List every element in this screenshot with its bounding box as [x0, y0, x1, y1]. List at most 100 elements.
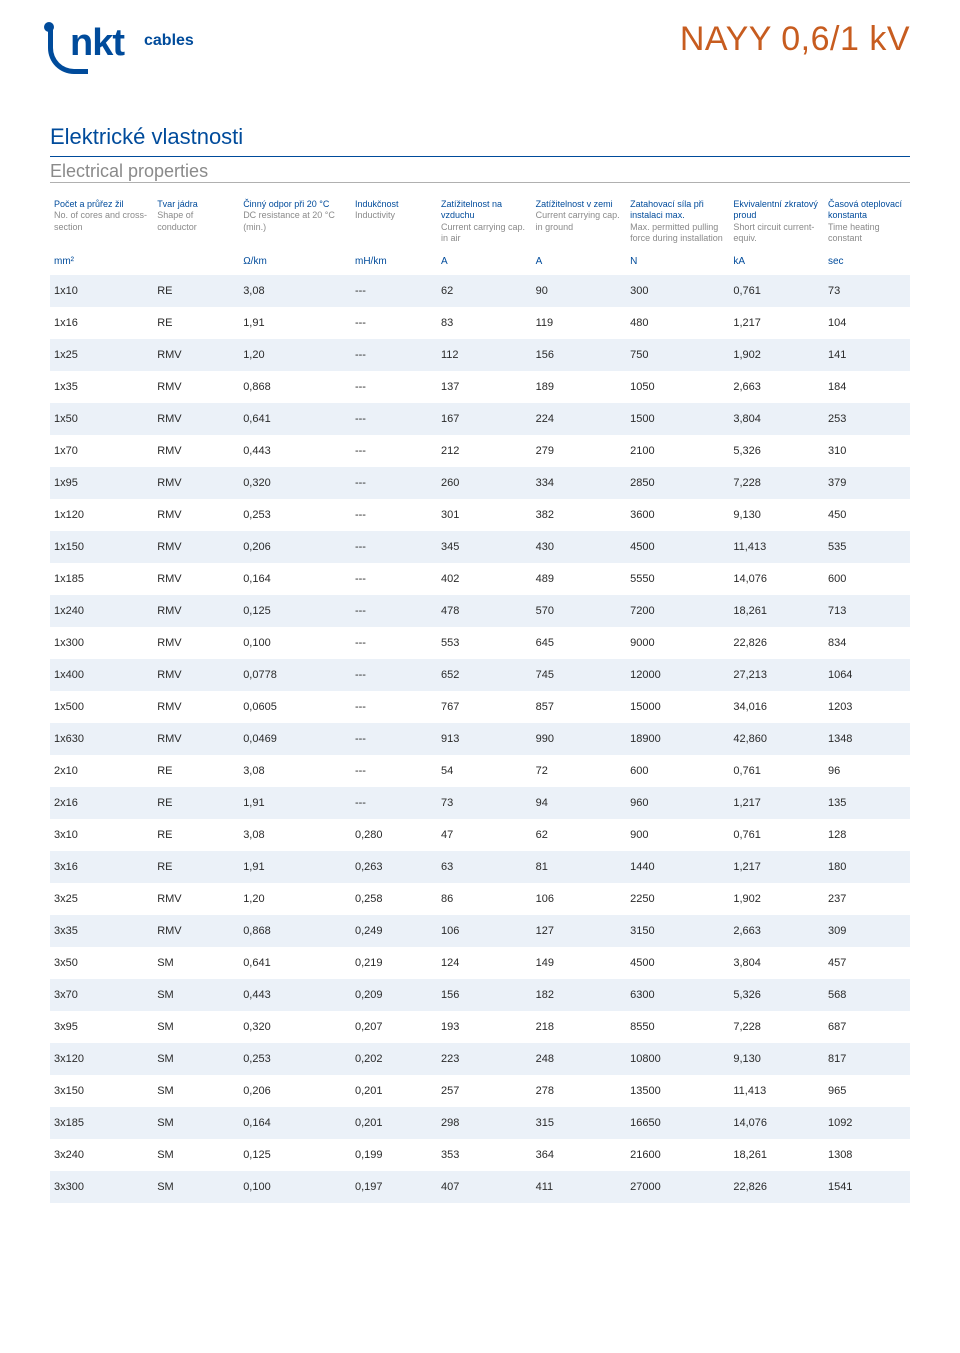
- table-cell: ---: [351, 691, 437, 723]
- table-cell: 0,206: [239, 1075, 351, 1107]
- table-cell: 1,902: [729, 883, 824, 915]
- table-cell: 14,076: [729, 1107, 824, 1139]
- table-header-cell: Počet a průřez žilNo. of cores and cross…: [50, 193, 153, 252]
- table-cell: 0,263: [351, 851, 437, 883]
- table-cell: 27,213: [729, 659, 824, 691]
- table-cell: SM: [153, 1139, 239, 1171]
- table-cell: 137: [437, 371, 532, 403]
- table-cell: 0,249: [351, 915, 437, 947]
- table-cell: 480: [626, 307, 729, 339]
- table-cell: RMV: [153, 499, 239, 531]
- table-cell: 0,320: [239, 467, 351, 499]
- table-cell: 535: [824, 531, 910, 563]
- table-header-cell: Časová oteplovací konstantaTime heating …: [824, 193, 910, 252]
- table-cell: 2,663: [729, 915, 824, 947]
- table-cell: 913: [437, 723, 532, 755]
- header-label-cz: Zatížitelnost v zemi: [536, 199, 623, 210]
- table-cell: 1308: [824, 1139, 910, 1171]
- table-cell: RMV: [153, 915, 239, 947]
- table-cell: 22,826: [729, 627, 824, 659]
- table-cell: 5550: [626, 563, 729, 595]
- table-cell: 73: [824, 275, 910, 307]
- table-cell: RMV: [153, 627, 239, 659]
- header-label-en: Time heating constant: [828, 222, 906, 245]
- table-cell: 1,91: [239, 787, 351, 819]
- table-cell: ---: [351, 499, 437, 531]
- table-cell: 3x25: [50, 883, 153, 915]
- table-row: 3x70SM0,4430,20915618263005,326568: [50, 979, 910, 1011]
- table-row: 1x35RMV0,868---13718910502,663184: [50, 371, 910, 403]
- table-cell: 1x95: [50, 467, 153, 499]
- table-cell: ---: [351, 467, 437, 499]
- table-cell: 0,761: [729, 275, 824, 307]
- table-cell: ---: [351, 723, 437, 755]
- table-cell: 3150: [626, 915, 729, 947]
- table-cell: ---: [351, 531, 437, 563]
- table-cell: 94: [532, 787, 627, 819]
- table-cell: 3x70: [50, 979, 153, 1011]
- table-cell: 0,0778: [239, 659, 351, 691]
- table-cell: RMV: [153, 531, 239, 563]
- table-cell: 1,91: [239, 307, 351, 339]
- table-cell: 310: [824, 435, 910, 467]
- table-header-cell: Zatahovací síla při instalaci max.Max. p…: [626, 193, 729, 252]
- unit-cell: sec: [824, 252, 910, 275]
- table-cell: 2100: [626, 435, 729, 467]
- table-cell: 1x25: [50, 339, 153, 371]
- header-label-en: Short circuit current-equiv.: [733, 222, 820, 245]
- table-cell: 600: [626, 755, 729, 787]
- table-cell: 141: [824, 339, 910, 371]
- table-cell: 1x16: [50, 307, 153, 339]
- table-cell: 127: [532, 915, 627, 947]
- table-cell: 106: [437, 915, 532, 947]
- table-cell: 180: [824, 851, 910, 883]
- table-cell: RMV: [153, 723, 239, 755]
- table-cell: ---: [351, 595, 437, 627]
- table-cell: 0,641: [239, 403, 351, 435]
- table-cell: 0,201: [351, 1075, 437, 1107]
- table-cell: 4500: [626, 947, 729, 979]
- unit-cell: kA: [729, 252, 824, 275]
- table-cell: ---: [351, 563, 437, 595]
- table-cell: 0,100: [239, 627, 351, 659]
- table-cell: 124: [437, 947, 532, 979]
- logo-mark: nkt cables: [40, 20, 185, 74]
- table-cell: 9000: [626, 627, 729, 659]
- table-row: 3x10RE3,080,28047629000,761128: [50, 819, 910, 851]
- table-cell: 3x50: [50, 947, 153, 979]
- table-cell: 0,202: [351, 1043, 437, 1075]
- table-row: 1x25RMV1,20---1121567501,902141: [50, 339, 910, 371]
- table-cell: 2850: [626, 467, 729, 499]
- table-cell: 411: [532, 1171, 627, 1203]
- table-cell: 90: [532, 275, 627, 307]
- table-cell: RMV: [153, 435, 239, 467]
- table-row: 2x16RE1,91---73949601,217135: [50, 787, 910, 819]
- table-row: 1x185RMV0,164---402489555014,076600: [50, 563, 910, 595]
- table-header: Počet a průřez žilNo. of cores and cross…: [50, 193, 910, 252]
- table-cell: RMV: [153, 339, 239, 371]
- table-cell: ---: [351, 339, 437, 371]
- table-row: 3x50SM0,6410,21912414945003,804457: [50, 947, 910, 979]
- table-cell: ---: [351, 307, 437, 339]
- table-cell: 0,125: [239, 1139, 351, 1171]
- table-cell: 298: [437, 1107, 532, 1139]
- table-cell: RE: [153, 819, 239, 851]
- table-cell: 2,663: [729, 371, 824, 403]
- table-cell: 11,413: [729, 1075, 824, 1107]
- table-cell: 315: [532, 1107, 627, 1139]
- table-cell: 0,0469: [239, 723, 351, 755]
- table-row: 3x240SM0,1250,1993533642160018,2611308: [50, 1139, 910, 1171]
- table-cell: 1x300: [50, 627, 153, 659]
- table-cell: 81: [532, 851, 627, 883]
- table-cell: 18,261: [729, 1139, 824, 1171]
- table-cell: 3600: [626, 499, 729, 531]
- table-row: 2x10RE3,08---54726000,76196: [50, 755, 910, 787]
- content-area: Elektrické vlastnosti Electrical propert…: [0, 84, 960, 1233]
- table-cell: 1,217: [729, 787, 824, 819]
- table-cell: 182: [532, 979, 627, 1011]
- unit-cell: Ω/km: [239, 252, 351, 275]
- table-cell: 47: [437, 819, 532, 851]
- table-cell: 72: [532, 755, 627, 787]
- table-cell: 379: [824, 467, 910, 499]
- table-cell: 260: [437, 467, 532, 499]
